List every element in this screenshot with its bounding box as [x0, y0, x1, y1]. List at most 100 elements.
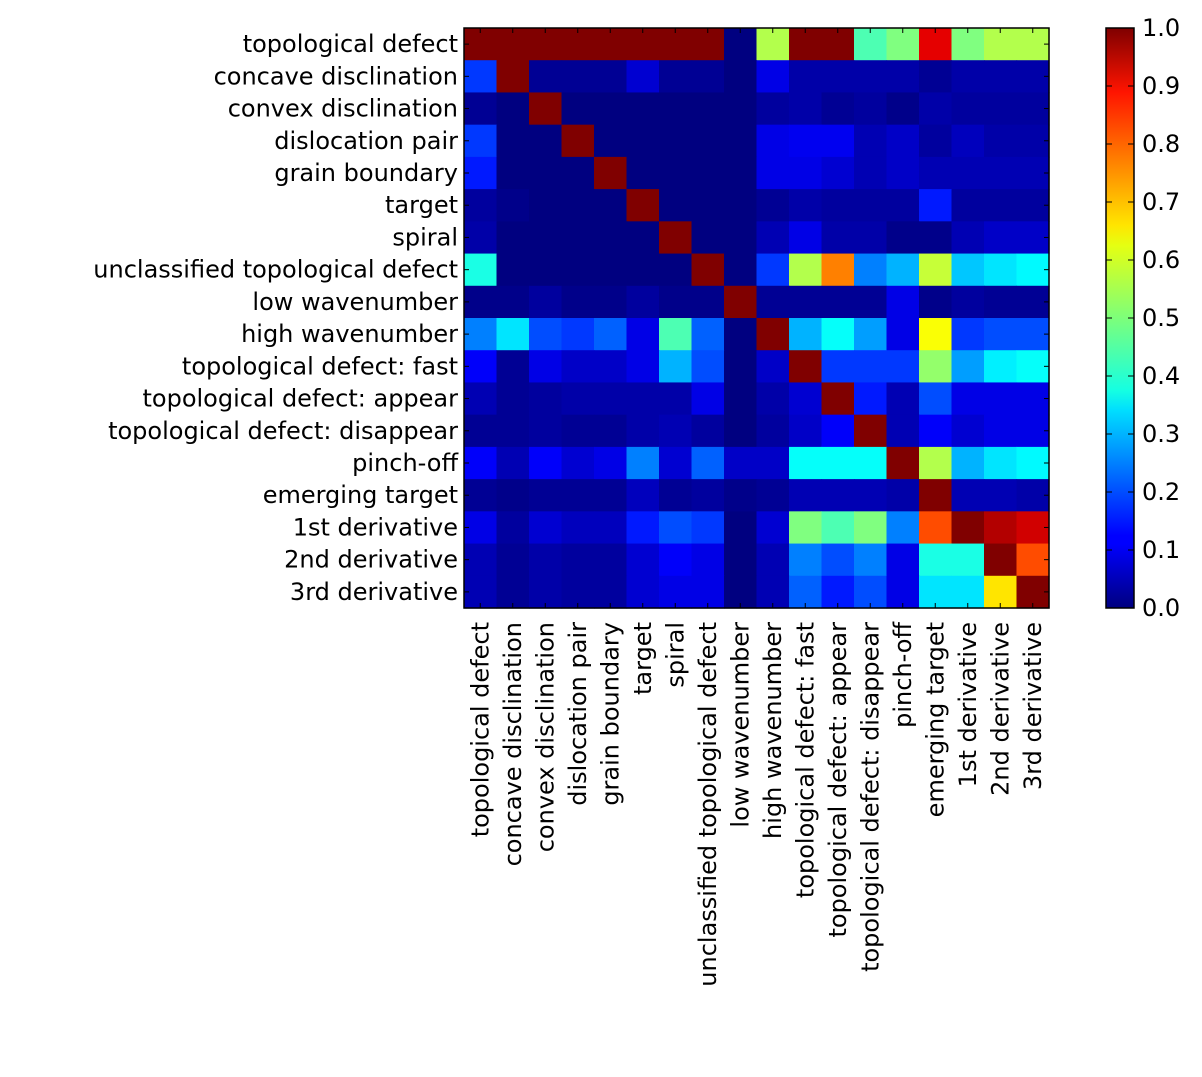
heatmap-cell [724, 189, 758, 222]
column-label: emerging target [921, 622, 949, 817]
heatmap-cell [854, 92, 888, 126]
heatmap-cell [561, 285, 595, 319]
heatmap-cell [984, 479, 1018, 512]
colorbar-tick-label: 0.2 [1142, 478, 1180, 506]
colorbar-ticks: 0.0 0.1 0.2 0.3 0.4 0.5 0.6 0.7 0.8 0.9 1.0 [1106, 14, 1180, 622]
heatmap-cell [984, 28, 1018, 61]
heatmap-cell [496, 253, 530, 287]
heatmap-cell [919, 124, 953, 158]
heatmap-cell [984, 124, 1018, 158]
heatmap-cell [854, 446, 888, 480]
heatmap-cell [464, 382, 498, 416]
heatmap-cell [821, 285, 855, 319]
heatmap-cell [724, 285, 758, 319]
heatmap-cell [529, 446, 563, 480]
heatmap-cell [561, 124, 595, 158]
heatmap-cell [821, 253, 855, 287]
heatmap-cell [659, 221, 693, 255]
heatmap-cell [854, 479, 888, 512]
heatmap-cell [626, 350, 660, 384]
heatmap-cell [951, 28, 985, 61]
heatmap-cell [626, 156, 660, 190]
heatmap-cell [984, 92, 1018, 126]
heatmap-cell [886, 92, 920, 126]
row-label: topological defect [243, 30, 458, 58]
heatmap-cell [984, 446, 1018, 480]
heatmap-cell [724, 221, 758, 255]
heatmap-cell [789, 318, 823, 351]
heatmap-cell [626, 285, 660, 319]
heatmap-cell [984, 350, 1018, 384]
heatmap-cell [756, 28, 790, 61]
row-label: dislocation pair [274, 127, 458, 155]
row-label: 2nd derivative [284, 546, 458, 574]
row-label: topological defect: appear [142, 385, 458, 413]
row-label: grain boundary [274, 159, 458, 187]
heatmap-cell [659, 382, 693, 416]
heatmap-cell [919, 350, 953, 384]
heatmap-cell [821, 92, 855, 126]
column-label: grain boundary [596, 622, 624, 806]
heatmap-cell [984, 189, 1018, 222]
heatmap-cell [659, 446, 693, 480]
heatmap-cell [724, 479, 758, 512]
heatmap-cell [464, 28, 498, 61]
heatmap-cell [496, 92, 530, 126]
heatmap-cell [594, 28, 628, 61]
heatmap-cell [529, 253, 563, 287]
heatmap-cell [724, 382, 758, 416]
heatmap-cell [594, 414, 628, 448]
heatmap-cell [626, 124, 660, 158]
heatmap-cell [951, 350, 985, 384]
heatmap-cell [789, 221, 823, 255]
heatmap-cell [984, 318, 1018, 351]
heatmap-cell [724, 156, 758, 190]
heatmap-cells [464, 28, 1050, 609]
row-label: 1st derivative [293, 513, 458, 541]
heatmap-cell [821, 350, 855, 384]
heatmap-cell [756, 446, 790, 480]
heatmap-cell [886, 414, 920, 448]
heatmap-cell [561, 28, 595, 61]
heatmap-cell [854, 60, 888, 94]
heatmap-cell [659, 189, 693, 222]
heatmap-cell [854, 382, 888, 416]
heatmap-cell [496, 479, 530, 512]
heatmap-cell [529, 414, 563, 448]
heatmap-cell [789, 382, 823, 416]
heatmap-cell [919, 92, 953, 126]
heatmap-cell [789, 543, 823, 577]
heatmap-cell [951, 156, 985, 190]
heatmap-cell [951, 479, 985, 512]
heatmap-cell [496, 350, 530, 384]
heatmap-cell [984, 382, 1018, 416]
heatmap-cell [659, 511, 693, 545]
heatmap-cell [496, 156, 530, 190]
heatmap-cell [529, 285, 563, 319]
heatmap-cell [691, 511, 725, 545]
heatmap-cell [984, 156, 1018, 190]
heatmap-cell [464, 350, 498, 384]
heatmap-cell [626, 446, 660, 480]
row-label: topological defect: fast [182, 352, 458, 380]
heatmap-cell [984, 253, 1018, 287]
heatmap-cell [464, 124, 498, 158]
heatmap-cell [789, 124, 823, 158]
heatmap-cell [789, 479, 823, 512]
heatmap-cell [951, 285, 985, 319]
heatmap-cell [529, 382, 563, 416]
heatmap-cell [886, 350, 920, 384]
heatmap-cell [756, 318, 790, 351]
heatmap-cell [561, 156, 595, 190]
heatmap-cell [789, 156, 823, 190]
heatmap-cell [529, 350, 563, 384]
row-label: low wavenumber [252, 288, 458, 316]
heatmap-cell [984, 60, 1018, 94]
heatmap-cell [756, 414, 790, 448]
heatmap-cell [529, 156, 563, 190]
heatmap-cell [594, 60, 628, 94]
row-label: concave disclination [214, 62, 458, 90]
heatmap-cell [951, 221, 985, 255]
heatmap-cell [594, 382, 628, 416]
heatmap-cell [984, 511, 1018, 545]
